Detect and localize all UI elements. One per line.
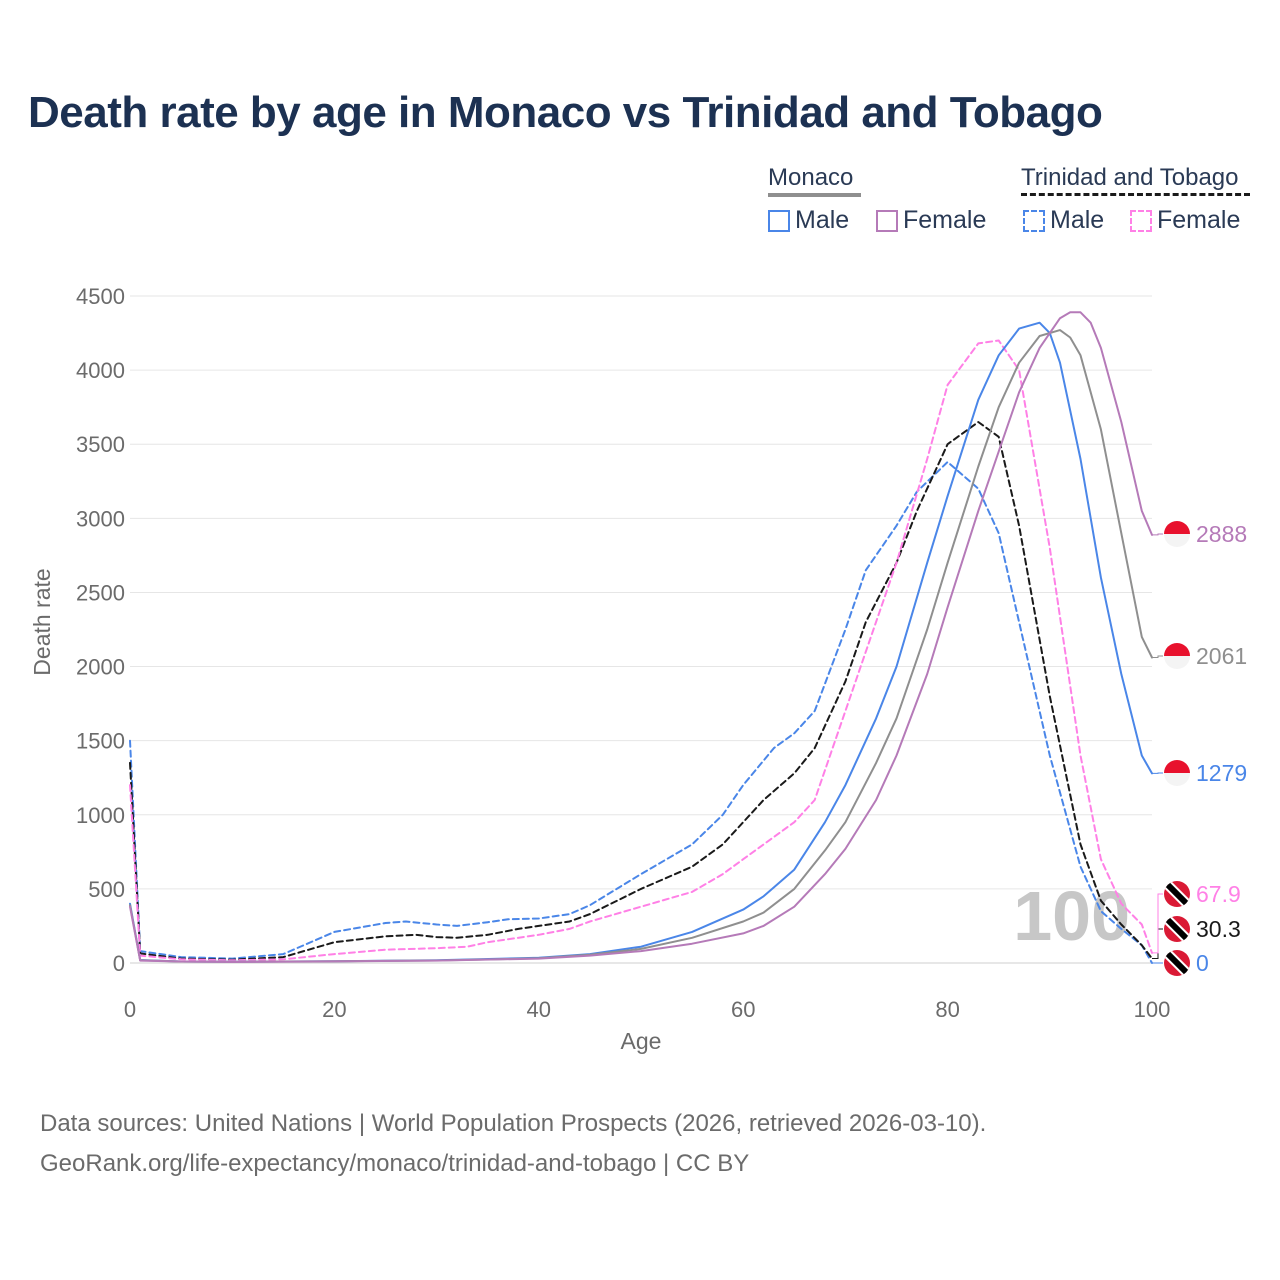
legend-trinidad-underline — [1021, 193, 1250, 196]
legend-group-trinidad: Trinidad and Tobago — [1021, 164, 1239, 192]
x-tick-label: 60 — [731, 997, 755, 1022]
x-tick-label: 20 — [322, 997, 346, 1022]
series-line-monaco-total — [129, 329, 1153, 963]
legend-label-trinidad-male: Male — [1050, 206, 1105, 234]
monaco-flag-icon — [1164, 643, 1190, 669]
monaco-flag-icon — [1164, 521, 1190, 547]
end-connector — [1152, 533, 1163, 536]
chart-title: Death rate by age in Monaco vs Trinidad … — [28, 88, 1103, 137]
trinidad-flag-icon — [1164, 916, 1190, 942]
x-tick-label: 100 — [1134, 997, 1171, 1022]
end-label-monaco-female: 2888 — [1196, 521, 1247, 547]
trinidad-flag-icon — [1164, 950, 1190, 976]
series-line-trinidad-and-tobago-female — [129, 339, 1153, 962]
series-line-monaco-male — [129, 321, 1153, 963]
legend-label-monaco-female: Female — [903, 206, 987, 234]
series-line-monaco-female — [129, 311, 1153, 963]
legend-group-trinidad-label: Trinidad and Tobago — [1021, 164, 1239, 191]
legend-item-monaco-male[interactable]: Male — [768, 206, 849, 235]
y-tick-label: 4500 — [76, 284, 125, 309]
y-tick-label: 1000 — [76, 803, 125, 828]
series-line-trinidad-and-tobago-male — [129, 461, 1153, 964]
end-label-monaco-male: 1279 — [1196, 760, 1247, 786]
legend-group-monaco-label: Monaco — [768, 164, 854, 191]
legend-item-monaco-female[interactable]: Female — [876, 206, 986, 235]
y-tick-label: 2000 — [76, 655, 125, 680]
end-label-trinidad-and-tobago-total: 30.3 — [1196, 916, 1241, 942]
legend-swatch-trinidad-female — [1130, 209, 1152, 232]
x-tick-label: 0 — [124, 997, 136, 1022]
y-tick-label: 2500 — [76, 580, 125, 605]
source-line-1: Data sources: United Nations | World Pop… — [40, 1110, 987, 1137]
monaco-flag-icon — [1164, 760, 1190, 786]
y-tick-label: 1500 — [76, 729, 125, 754]
legend-swatch-trinidad-male — [1023, 209, 1045, 232]
legend-label-trinidad-female: Female — [1157, 206, 1241, 234]
trinidad-flag-icon — [1164, 881, 1190, 907]
y-axis-label: Death rate — [29, 568, 55, 675]
legend-monaco-underline — [768, 193, 861, 197]
legend-swatch-monaco-male — [768, 209, 790, 232]
end-label-trinidad-and-tobago-female: 67.9 — [1196, 881, 1241, 907]
legend-item-trinidad-female[interactable]: Female — [1130, 206, 1240, 235]
source-line-2: GeoRank.org/life-expectancy/monaco/trini… — [40, 1150, 750, 1177]
y-tick-label: 3000 — [76, 506, 125, 531]
y-tick-label: 500 — [88, 877, 125, 902]
x-tick-label: 80 — [935, 997, 959, 1022]
legend-item-trinidad-male[interactable]: Male — [1023, 206, 1104, 235]
series-line-trinidad-and-tobago-total — [129, 421, 1153, 961]
legend-swatch-monaco-female — [876, 209, 898, 232]
x-tick-label: 40 — [527, 997, 551, 1022]
age-watermark: 100 — [1013, 877, 1130, 955]
end-connector — [1152, 893, 1163, 954]
legend-label-monaco-male: Male — [795, 206, 850, 234]
legend-group-monaco: Monaco — [768, 164, 853, 192]
end-connector — [1152, 655, 1163, 658]
end-label-trinidad-and-tobago-male: 0 — [1196, 950, 1209, 976]
x-axis-label: Age — [621, 1028, 662, 1054]
y-tick-label: 3500 — [76, 432, 125, 457]
end-label-monaco-total: 2061 — [1196, 643, 1247, 669]
y-tick-label: 0 — [113, 951, 125, 976]
y-tick-label: 4000 — [76, 358, 125, 383]
